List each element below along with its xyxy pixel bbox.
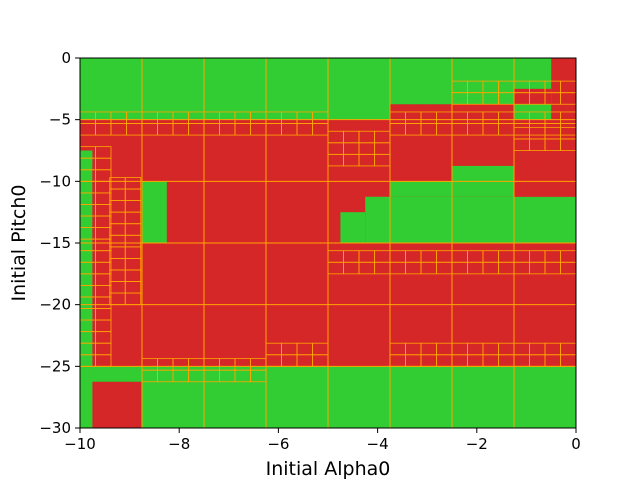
region-6 xyxy=(514,88,552,105)
y-tick-label-1: −5 xyxy=(49,111,71,129)
region-9 xyxy=(390,196,576,243)
cell-edges xyxy=(80,58,576,428)
region-16 xyxy=(142,181,167,243)
x-tick-label-0: −10 xyxy=(64,435,96,453)
region-5 xyxy=(551,58,576,120)
left-edge-cell xyxy=(124,177,142,190)
y-axis-label: Initial Pitch0 xyxy=(8,185,30,302)
x-tick-label-4: −2 xyxy=(466,435,488,453)
upper-edge-cell xyxy=(374,130,391,144)
x-axis: −10 −8 −6 −4 −2 0 xyxy=(64,428,581,453)
lower-edge-cell xyxy=(560,126,576,140)
y-tick-label-3: −15 xyxy=(39,234,71,252)
upper-edge-cell xyxy=(312,111,329,124)
region-3 xyxy=(142,381,204,428)
region-18 xyxy=(365,196,390,243)
left-edge-cell xyxy=(95,146,112,159)
y-tick-label-6: −30 xyxy=(39,419,71,437)
x-tick-label-5: 0 xyxy=(571,435,581,453)
region-11 xyxy=(390,181,452,197)
y-tick-label-4: −20 xyxy=(39,296,71,314)
y-tick-label-5: −25 xyxy=(39,357,71,375)
left-edge-cell xyxy=(312,342,329,356)
y-tick-label-2: −10 xyxy=(39,172,71,190)
upper-edge-cell xyxy=(560,111,576,124)
x-tick-label-3: −4 xyxy=(367,435,389,453)
x-tick-label-1: −8 xyxy=(168,435,190,453)
y-tick-label-0: 0 xyxy=(61,49,71,67)
y-axis: 0 −5 −10 −15 −20 −25 −30 xyxy=(39,49,80,437)
region-13 xyxy=(538,150,576,197)
upper-edge-cell xyxy=(560,80,576,94)
plot-area xyxy=(79,57,577,429)
region-17 xyxy=(340,212,366,243)
region-14 xyxy=(80,150,93,428)
lower-edge-cell xyxy=(560,250,576,263)
x-tick-label-2: −6 xyxy=(267,435,289,453)
lower-edge-cell xyxy=(560,342,576,356)
x-axis-label: Initial Alpha0 xyxy=(266,458,391,480)
